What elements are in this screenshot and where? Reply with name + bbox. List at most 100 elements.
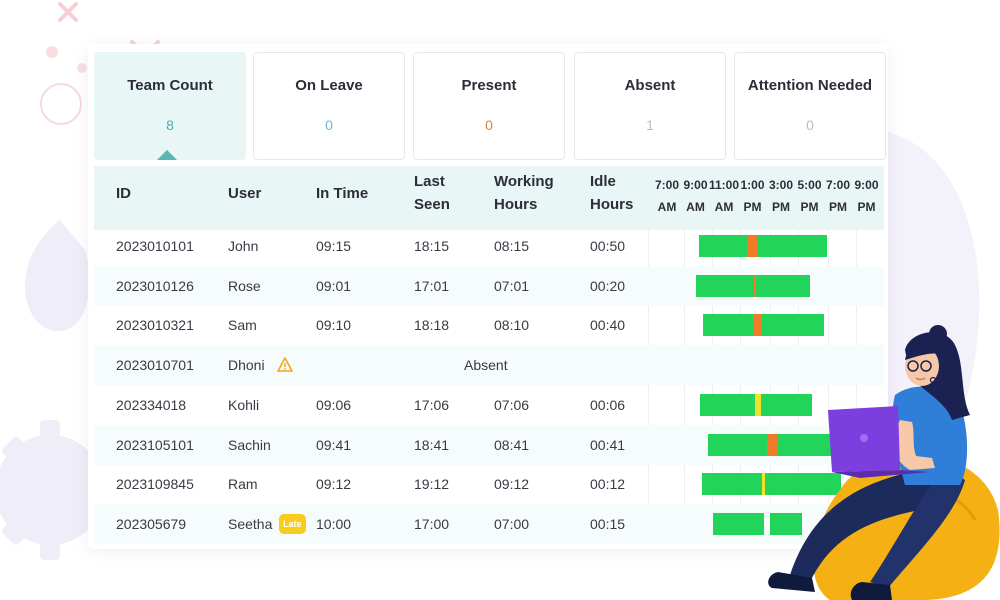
timeline-gridline [740,230,741,544]
cell-working-hours: 09:12 [494,476,530,493]
cell-idle-hours: 00:20 [590,277,626,294]
header-user: User [228,185,262,202]
timeline-tick-ampm: AM [714,200,734,214]
cell-working-hours: 08:41 [494,436,530,453]
cell-working-hours: 07:01 [494,277,530,294]
stat-value: 0 [485,117,493,133]
cell-id: 202334018 [116,396,187,413]
timeline-bar-segment[interactable] [757,235,828,257]
cell-id: 2023010101 [116,238,194,254]
header-working-hours: Working Hours [494,170,554,216]
stat-value: 1 [646,117,654,133]
timeline-bar-segment[interactable] [702,314,753,337]
active-indicator [157,150,177,160]
timeline-tick-label: 7:00 PM [821,174,855,218]
cell-user: Ram [228,476,258,493]
timeline-bar-segment[interactable] [712,512,764,535]
stat-card-on-leave[interactable]: On Leave 0 [253,52,405,160]
timeline-bar-segment[interactable] [766,433,777,456]
stat-label: Absent [624,77,676,94]
cell-id: 2023010321 [116,317,194,334]
timeline-bar-segment[interactable] [761,393,813,416]
timeline-gridline [648,230,649,544]
cell-last-seen: 18:15 [414,238,450,254]
stat-label: Attention Needed [747,77,873,94]
timeline-gridline [828,230,829,544]
timeline-bar-segment[interactable] [776,433,838,456]
cell-last-seen: 17:06 [414,396,450,413]
cell-working-hours: 08:10 [494,317,530,334]
timeline-tick-time: 7:00 [654,178,680,192]
stat-label: Present [461,77,517,94]
stat-card-attention-needed[interactable]: Attention Needed 0 [734,52,886,160]
cell-id: 2023010701 [116,357,194,374]
cell-in-time: 09:12 [316,476,352,493]
timeline-bar-segment[interactable] [761,473,766,496]
cell-last-seen: 18:18 [414,317,450,334]
stat-card-present[interactable]: Present 0 [413,52,565,160]
cell-id: 2023105101 [116,436,194,453]
cell-user: Dhoni [228,357,265,374]
header-working-line1: Working [494,173,554,190]
timeline-tick-ampm: AM [657,200,677,214]
timeline-gridline [770,230,771,544]
table-row[interactable] [94,503,884,544]
cell-idle-hours: 00:40 [590,317,626,334]
cell-last-seen: 17:00 [414,515,450,532]
header-in-time: In Time [316,185,369,202]
header-id: ID [116,185,131,202]
timeline-tick-ampm: PM [743,200,762,214]
timeline-tick-label: 5:00 PM [793,174,827,218]
timeline-bar-segment[interactable] [752,314,762,337]
timeline-tick-label: 11:00 AM [707,174,741,218]
timeline-tick-label: 1:00 PM [736,174,770,218]
header-last-seen-line2: Seen [414,196,450,213]
header-idle-line2: Hours [590,196,634,213]
timeline-tick-time: 3:00 [768,178,794,192]
cell-working-hours: 07:00 [494,515,530,532]
timeline-bar-segment[interactable] [753,274,757,297]
timeline-bar-segment[interactable] [765,473,841,496]
timeline-tick-time: 1:00 [740,178,765,192]
stat-value: 0 [806,117,814,133]
cell-in-time: 09:15 [316,238,352,254]
cell-in-time: 09:01 [316,277,352,294]
timeline-tick-label: 9:00 AM [679,174,713,218]
timeline-bar-segment[interactable] [756,274,810,297]
timeline-gridline [856,230,857,544]
cell-id: 202305679 [116,515,187,532]
header-last-seen: Last Seen [414,170,450,216]
cell-id: 2023109845 [116,476,194,493]
table-row[interactable] [94,345,884,386]
cell-last-seen: 18:41 [414,436,450,453]
timeline-tick-label: 7:00 AM [650,174,684,218]
timeline-bar-segment[interactable] [699,393,756,416]
header-working-line2: Hours [494,196,538,213]
cell-user: Kohli [228,396,260,413]
timeline-bar-segment[interactable] [746,235,758,257]
cell-idle-hours: 00:06 [590,396,626,413]
cell-in-time: 10:00 [316,515,352,532]
stat-card-absent[interactable]: Absent 1 [574,52,726,160]
cell-idle-hours: 00:41 [590,436,626,453]
cell-id: 2023010126 [116,277,194,294]
cell-user: Seetha [228,515,273,532]
timeline-bar-segment[interactable] [708,433,767,456]
cell-working-hours: 08:15 [494,238,530,254]
stat-value: 8 [166,117,174,133]
stat-value: 0 [325,117,333,133]
timeline-tick-label: 9:00 PM [850,174,884,218]
timeline-gridline [684,230,685,544]
timeline-bar-segment[interactable] [695,274,754,297]
stat-card-team-count[interactable]: Team Count 8 [94,52,246,160]
timeline-bar-segment[interactable] [755,393,762,416]
timeline-bar-segment[interactable] [699,235,747,257]
cell-user: Rose [228,277,261,294]
cell-user: Sachin [228,436,271,453]
cell-status-absent: Absent [464,357,508,374]
timeline-bar-segment[interactable] [701,473,762,496]
cell-idle-hours: 00:15 [590,515,626,532]
table-header [94,166,884,230]
timeline-bar-segment[interactable] [769,512,803,535]
timeline-bar-segment[interactable] [761,314,824,337]
